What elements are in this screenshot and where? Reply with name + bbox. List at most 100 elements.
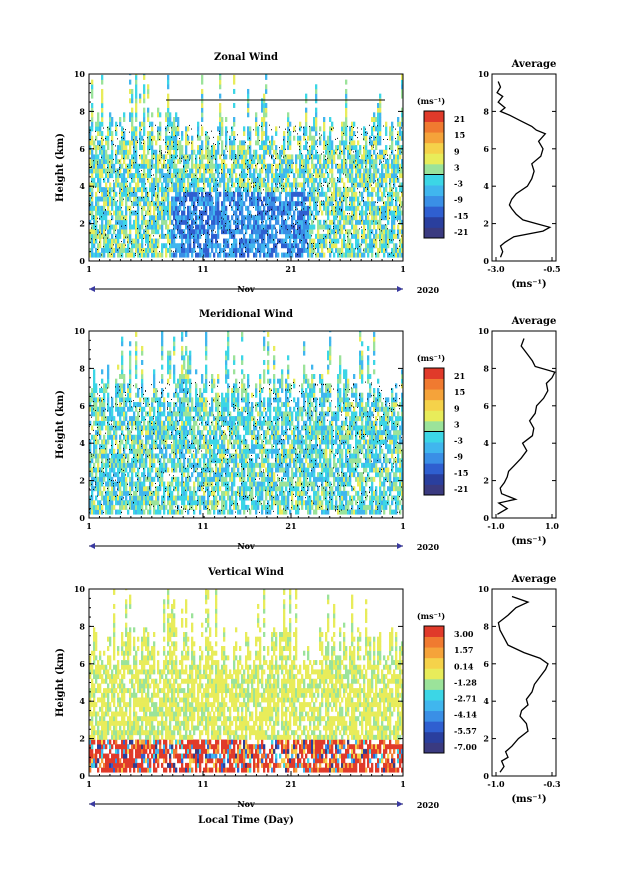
heatmap-cell — [343, 233, 346, 239]
heatmap-cell — [125, 154, 128, 160]
heatmap-cell — [107, 159, 110, 165]
heatmap-cell — [247, 252, 250, 258]
heatmap-cell — [321, 243, 324, 249]
heatmap-cell — [171, 219, 174, 225]
heatmap-cell — [115, 397, 118, 403]
heatmap-cell — [211, 238, 214, 244]
heatmap-cell — [121, 247, 124, 253]
heatmap-cell — [369, 238, 372, 244]
panel-title: Meridional Wind — [199, 309, 293, 320]
heatmap-cell — [197, 163, 200, 169]
data-dot — [269, 155, 270, 157]
heatmap-cell — [117, 509, 120, 515]
heatmap-cell — [229, 252, 232, 258]
heatmap-cell — [333, 229, 336, 235]
heatmap-cell — [209, 168, 212, 174]
data-dot — [369, 137, 370, 139]
heatmap-cell — [385, 131, 388, 136]
heatmap-cell — [209, 243, 212, 249]
heatmap-cell — [147, 159, 150, 165]
heatmap-cell — [265, 224, 268, 230]
data-dot — [325, 155, 326, 157]
heatmap-cell — [319, 173, 322, 179]
heatmap-cell — [285, 159, 288, 165]
heatmap-cell — [145, 191, 148, 197]
data-dot — [125, 129, 126, 131]
heatmap-cell — [175, 219, 178, 225]
heatmap-cell — [373, 238, 376, 244]
data-dot — [165, 159, 166, 161]
heatmap-cell — [123, 233, 126, 239]
data-dot — [119, 160, 120, 162]
heatmap-cell — [195, 252, 198, 258]
data-dot — [131, 164, 132, 166]
heatmap-cell — [155, 177, 158, 183]
heatmap-cell — [173, 215, 176, 221]
heatmap-cell — [293, 229, 296, 235]
data-dot — [361, 133, 362, 135]
heatmap-cell — [113, 229, 116, 235]
heatmap-cell — [393, 173, 396, 179]
heatmap-cell — [257, 187, 260, 193]
heatmap-cell — [105, 135, 108, 141]
heatmap-cell — [355, 191, 358, 197]
heatmap-cell — [223, 219, 226, 225]
heatmap-cell — [391, 210, 394, 216]
heatmap-cell — [165, 233, 168, 239]
heatmap-cell — [91, 154, 94, 160]
heatmap-cell — [375, 191, 378, 197]
heatmap-cell — [173, 135, 176, 141]
data-dot — [153, 235, 154, 237]
heatmap-cell — [101, 66, 103, 71]
heatmap-cell — [261, 224, 264, 230]
heatmap-cell — [269, 238, 272, 244]
heatmap-cell — [185, 196, 188, 202]
heatmap-cell — [119, 145, 122, 151]
heatmap-cell — [237, 219, 240, 225]
heatmap-cell — [303, 238, 306, 244]
data-dot — [401, 235, 402, 237]
heatmap-cell — [201, 173, 204, 179]
heatmap-cell — [101, 74, 104, 80]
heatmap-cell — [385, 210, 388, 216]
heatmap-cell — [119, 121, 122, 127]
heatmap-cell — [135, 131, 138, 136]
data-dot — [213, 155, 214, 157]
heatmap-cell — [271, 163, 274, 169]
heatmap-cell — [303, 135, 306, 141]
data-dot — [107, 126, 108, 128]
heatmap-cell — [217, 173, 220, 179]
heatmap-cell — [217, 215, 220, 221]
heatmap-cell — [323, 140, 326, 146]
heatmap-cell — [213, 224, 216, 230]
heatmap-cell — [401, 243, 403, 249]
heatmap-cell — [213, 149, 216, 155]
heatmap-cell — [189, 247, 192, 253]
data-dot — [247, 174, 248, 176]
heatmap-cell — [223, 168, 226, 174]
heatmap-cell — [287, 140, 290, 146]
heatmap-cell — [123, 448, 126, 454]
data-dot — [169, 230, 170, 232]
heatmap-cell — [171, 187, 174, 193]
heatmap-cell — [227, 168, 230, 174]
data-dot — [111, 423, 112, 425]
data-dot — [107, 172, 108, 174]
heatmap-cell — [283, 173, 286, 179]
heatmap-cell — [297, 252, 300, 258]
heatmap-cell — [377, 140, 380, 146]
data-dot — [113, 474, 114, 476]
heatmap-cell — [167, 168, 170, 174]
data-dot — [373, 182, 374, 184]
heatmap-cell — [147, 117, 150, 122]
heatmap-cell — [351, 247, 354, 253]
data-dot — [195, 174, 196, 176]
data-dot — [231, 232, 232, 234]
heatmap-cell — [131, 154, 134, 160]
heatmap-cell — [183, 233, 186, 239]
heatmap-cell — [387, 163, 390, 169]
heatmap-cell — [167, 74, 170, 80]
heatmap-cell — [191, 252, 194, 258]
heatmap-cell — [257, 154, 260, 160]
data-dot — [193, 235, 194, 237]
